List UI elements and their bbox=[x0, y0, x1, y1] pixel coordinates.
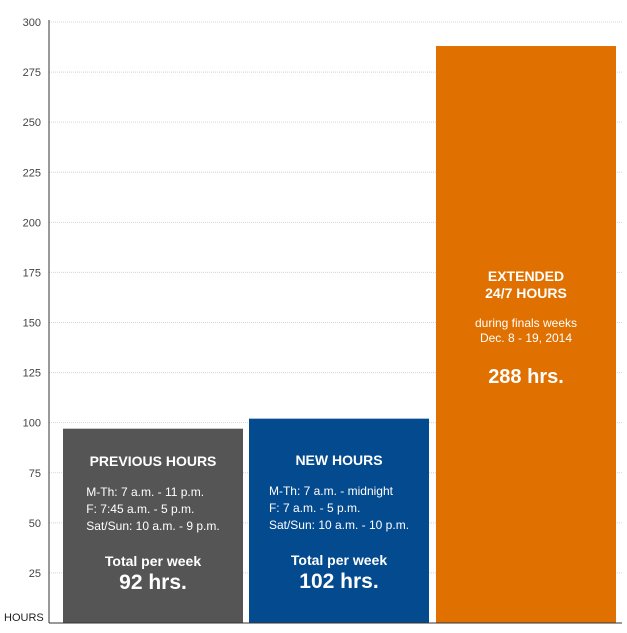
bar-extended-hours-subtitle: during finals weeks Dec. 8 - 19, 2014 bbox=[436, 316, 616, 346]
y-tick-label: 250 bbox=[23, 117, 41, 129]
bar-new-hours-total-label: Total per week bbox=[290, 552, 388, 568]
bar-previous-hours-title: PREVIOUS HOURS bbox=[89, 453, 217, 469]
bar-new-hours-details: M-Th: 7 a.m. - midnight F: 7 a.m. - 5 p.… bbox=[269, 483, 409, 534]
y-tick-label: 50 bbox=[29, 518, 41, 530]
bar-previous-hours-total-label: Total per week bbox=[104, 553, 202, 569]
detail-line: M-Th: 7 a.m. - midnight bbox=[268, 484, 393, 498]
y-tick-label: 125 bbox=[23, 368, 41, 380]
y-axis-label: HOURS bbox=[4, 612, 44, 624]
bar-previous-hours bbox=[63, 428, 243, 623]
bar-extended-hours-text: EXTENDED 24/7 HOURS during finals weeks … bbox=[436, 268, 616, 389]
subtitle-line: Dec. 8 - 19, 2014 bbox=[479, 331, 573, 345]
bar-previous-hours-details: M-Th: 7 a.m. - 11 p.m. F: 7:45 a.m. - 5 … bbox=[86, 484, 219, 535]
y-tick-label: 300 bbox=[23, 17, 41, 29]
y-axis-ticks: 25 50 75 100 125 150 175 200 225 250 275 300 bbox=[23, 17, 41, 580]
bar-extended-hours-total-value: 288 hrs. bbox=[488, 366, 564, 388]
y-tick-label: 225 bbox=[23, 167, 41, 179]
bar-extended-hours-title: EXTENDED 24/7 HOURS bbox=[485, 268, 567, 301]
bar-new-hours-total-value: 102 hrs. bbox=[299, 570, 379, 593]
bar-previous-hours-total-value: 92 hrs. bbox=[119, 571, 187, 594]
y-tick-label: 25 bbox=[29, 568, 41, 580]
bar-new-hours-title: NEW HOURS bbox=[295, 452, 383, 468]
detail-line: M-Th: 7 a.m. - 11 p.m. bbox=[86, 485, 205, 499]
bar-previous-hours-text: PREVIOUS HOURS M-Th: 7 a.m. - 11 p.m. F:… bbox=[63, 453, 243, 595]
y-tick-label: 150 bbox=[23, 318, 41, 330]
y-tick-label: 100 bbox=[23, 418, 41, 430]
y-tick-label: 75 bbox=[29, 468, 41, 480]
detail-line: Sat/Sun: 10 a.m. - 10 p.m. bbox=[268, 518, 410, 532]
y-tick-label: 275 bbox=[23, 67, 41, 79]
bar-extended-hours bbox=[436, 46, 616, 624]
detail-line: F: 7:45 a.m. - 5 p.m. bbox=[86, 502, 195, 516]
bar-new-hours bbox=[249, 418, 429, 623]
y-tick-label: 175 bbox=[23, 267, 41, 279]
subtitle-line: during finals weeks bbox=[474, 316, 578, 330]
detail-line: F: 7 a.m. - 5 p.m. bbox=[268, 501, 361, 515]
y-tick-label: 200 bbox=[23, 217, 41, 229]
bar-new-hours-text: NEW HOURS M-Th: 7 a.m. - midnight F: 7 a… bbox=[249, 452, 429, 594]
bars bbox=[63, 46, 616, 624]
detail-line: Sat/Sun: 10 a.m. - 9 p.m. bbox=[86, 519, 220, 533]
